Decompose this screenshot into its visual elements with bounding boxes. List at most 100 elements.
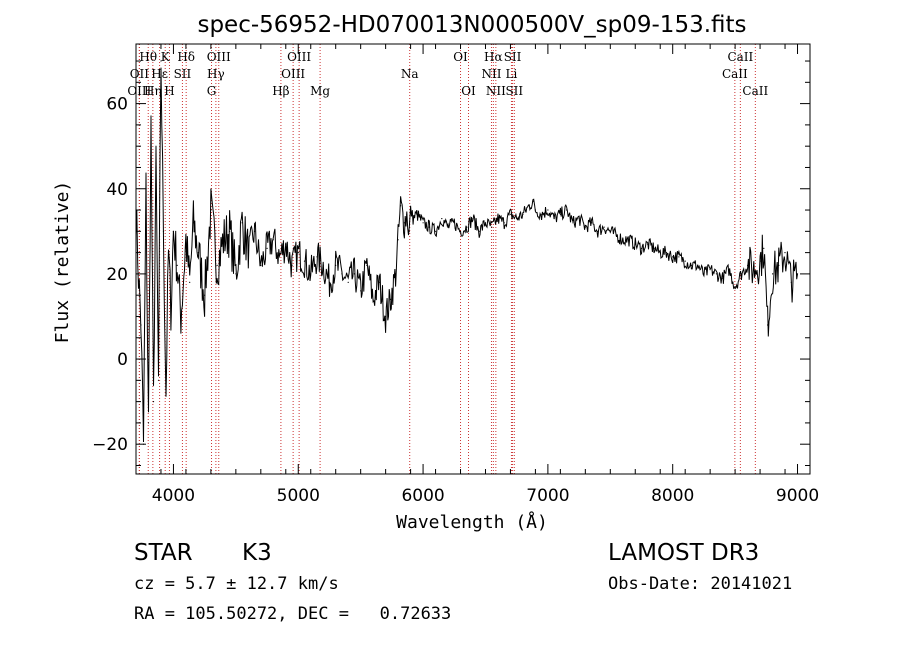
data-point xyxy=(534,209,537,211)
data-point xyxy=(447,226,449,228)
data-point xyxy=(665,252,668,254)
data-point xyxy=(400,205,402,207)
data-point xyxy=(185,239,187,241)
data-point xyxy=(572,222,574,224)
data-point xyxy=(672,256,674,258)
data-point xyxy=(747,264,749,266)
data-point xyxy=(229,230,231,232)
axis-ticks: 4000 5000 6000 7000 8000 9000 −20 0 20 40 60 xyxy=(92,44,819,506)
data-point xyxy=(180,315,182,318)
y-tick-label: 40 xyxy=(106,180,128,200)
data-point xyxy=(435,230,437,232)
data-point xyxy=(254,230,256,232)
x-axis-label: Wavelength (Å) xyxy=(396,511,548,533)
data-point xyxy=(272,239,274,241)
data-point xyxy=(385,315,387,318)
x-tick-label: 7000 xyxy=(526,486,569,506)
x-tick-label: 8000 xyxy=(651,486,694,506)
data-point xyxy=(406,213,408,215)
data-point xyxy=(634,243,636,245)
line-marker-label: OIII xyxy=(287,50,311,64)
data-point xyxy=(459,230,462,232)
data-point xyxy=(189,281,191,283)
data-point xyxy=(176,264,178,266)
data-point xyxy=(715,273,718,275)
data-point xyxy=(222,239,224,241)
line-marker-label: OIII xyxy=(281,67,305,81)
data-point xyxy=(412,218,414,220)
line-marker-label: OIII xyxy=(207,50,231,64)
data-point xyxy=(416,213,418,215)
data-point xyxy=(697,264,699,266)
data-point xyxy=(522,213,524,215)
y-tick-label: 60 xyxy=(106,95,128,115)
data-point xyxy=(360,290,362,292)
data-point xyxy=(366,264,368,266)
line-marker-label: CaII xyxy=(742,84,768,98)
data-point xyxy=(140,324,142,326)
spectrum-line-group xyxy=(135,60,799,445)
data-point xyxy=(395,273,397,275)
line-marker-label: SII xyxy=(174,67,192,81)
ra-dec-coordinates: RA = 105.50272, DEC = 0.72633 xyxy=(134,604,452,624)
data-point xyxy=(397,239,399,241)
data-point xyxy=(566,209,568,211)
line-marker-label: H xyxy=(164,84,174,98)
data-point xyxy=(322,264,324,266)
data-point xyxy=(703,273,705,275)
line-marker-label: G xyxy=(207,84,217,98)
data-point xyxy=(728,269,730,271)
data-point xyxy=(734,286,736,288)
line-marker-label: OI xyxy=(453,50,468,64)
y-tick-label: 20 xyxy=(106,265,128,285)
data-point xyxy=(532,200,534,203)
data-point xyxy=(528,205,530,207)
data-point xyxy=(659,252,661,254)
data-point xyxy=(603,226,605,228)
data-point xyxy=(491,226,493,228)
data-point xyxy=(235,273,237,275)
data-point xyxy=(441,218,443,220)
object-subclass: K3 xyxy=(242,540,272,566)
data-point xyxy=(709,269,711,271)
data-point xyxy=(303,260,306,262)
data-point xyxy=(335,264,337,266)
line-marker-label: Li xyxy=(506,67,518,81)
data-point xyxy=(147,422,150,424)
data-point xyxy=(478,230,480,232)
data-point xyxy=(763,247,765,249)
data-point xyxy=(297,252,299,254)
data-point xyxy=(647,243,649,245)
line-marker-label: Hη xyxy=(144,84,162,98)
data-point xyxy=(615,235,618,237)
line-marker-label: NII xyxy=(481,67,501,81)
x-tick-label: 6000 xyxy=(401,486,444,506)
data-point xyxy=(353,273,355,275)
spectrum-line xyxy=(135,67,798,443)
line-marker-label: Na xyxy=(401,67,419,81)
line-marker-label: CaII xyxy=(727,50,753,64)
data-point xyxy=(403,222,405,224)
data-point xyxy=(167,252,170,254)
data-point xyxy=(628,239,630,241)
line-marker-label: OI xyxy=(461,84,476,98)
data-point xyxy=(347,281,349,283)
data-point xyxy=(172,230,174,232)
y-tick-label: −20 xyxy=(92,435,128,455)
line-marker-label: Hα xyxy=(484,50,503,64)
observation-date: Obs-Date: 20141021 xyxy=(608,574,793,594)
data-point xyxy=(753,269,755,271)
data-point xyxy=(584,226,586,228)
line-marker-label: Hδ xyxy=(177,50,195,64)
data-point xyxy=(453,222,455,224)
line-marker-label: SII xyxy=(504,50,522,64)
line-marker-label: SII xyxy=(505,84,523,98)
data-point xyxy=(155,166,157,169)
data-point xyxy=(466,226,468,228)
data-point xyxy=(790,281,792,283)
data-point xyxy=(422,222,424,224)
line-marker-label: Hβ xyxy=(272,84,289,98)
x-tick-label: 4000 xyxy=(152,486,195,506)
data-point xyxy=(210,209,212,211)
